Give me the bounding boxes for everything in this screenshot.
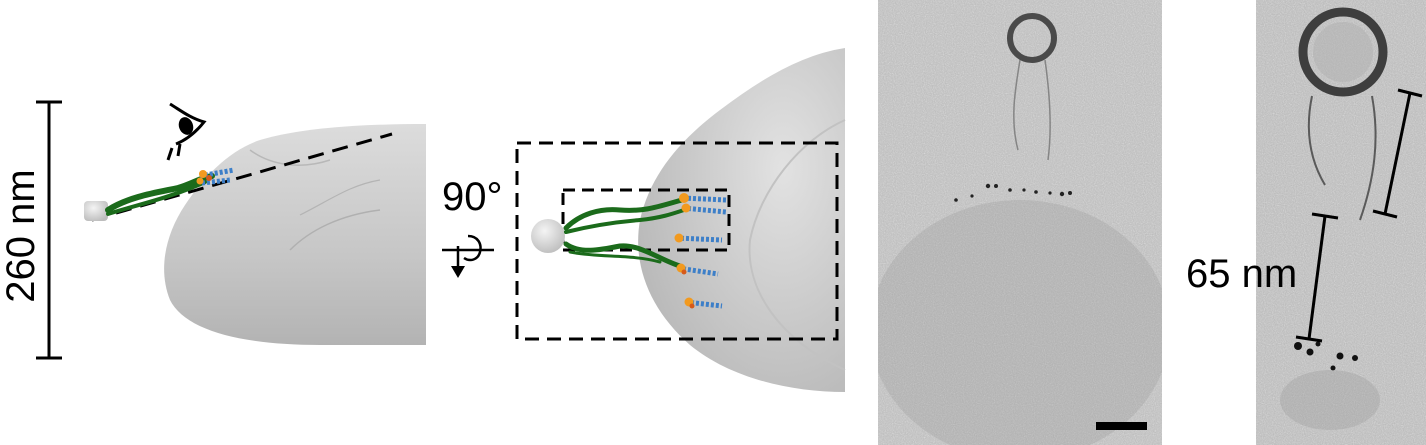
filaments-front — [563, 197, 686, 269]
motor-complexes-front — [674, 193, 727, 309]
phage-head-side — [84, 201, 108, 221]
zoom-particles — [1294, 341, 1358, 371]
scale-label-65nm: 65 nm — [1186, 252, 1297, 296]
scale-bar-tomogram — [1096, 422, 1147, 430]
motor-complex-side — [196, 167, 235, 186]
cell-body-side — [164, 124, 426, 345]
measure-bar-upper — [1372, 88, 1423, 219]
rotation-label: 90° — [442, 175, 503, 219]
phage-head-front — [531, 219, 565, 253]
rotate-arrow-icon — [442, 234, 494, 278]
scale-label-260nm: 260 nm — [0, 169, 43, 302]
tomogram-particles — [954, 183, 1072, 202]
measure-bar-lower — [1295, 212, 1339, 343]
outer-dashed-box — [515, 141, 839, 341]
panel-tomogram — [878, 0, 1162, 445]
tomogram-vesicle — [1007, 13, 1057, 63]
zoom-vesicle — [1298, 7, 1388, 97]
panel-rotated-view: 90° — [442, 48, 846, 392]
eye-icon — [166, 102, 207, 161]
scale-bar-260nm — [36, 100, 62, 360]
panel-side-view: 260 nm — [0, 100, 426, 360]
panel-zoom-tomogram: 65 nm — [1186, 0, 1426, 445]
